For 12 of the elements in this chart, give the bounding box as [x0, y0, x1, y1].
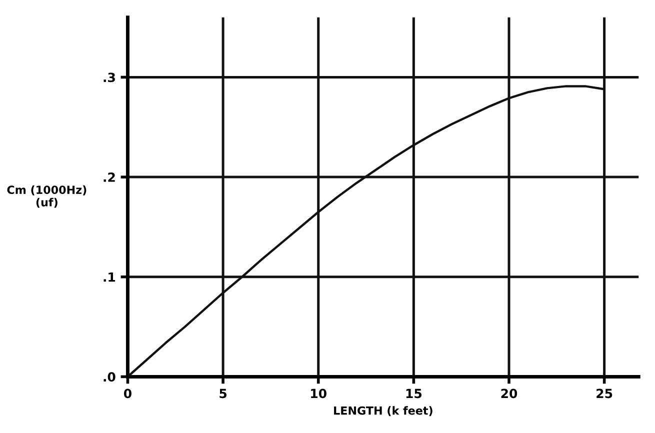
- y-axis-title: Cm (1000Hz) (uf): [7, 185, 86, 208]
- x-tick-label: 25: [596, 388, 612, 398]
- x-axis-title: LENGTH (k feet): [334, 406, 432, 416]
- y-tick-label: .2: [104, 172, 115, 182]
- x-tick-label: 20: [501, 388, 518, 398]
- y-tick-label: .3: [104, 72, 115, 82]
- x-tick-label: 15: [406, 388, 422, 398]
- y-tick-label: .1: [104, 272, 116, 282]
- x-tick-label: 10: [311, 388, 326, 398]
- y-tick-label: .0: [104, 372, 116, 382]
- x-tick-label: 5: [220, 388, 227, 398]
- x-tick-label: 0: [124, 388, 132, 398]
